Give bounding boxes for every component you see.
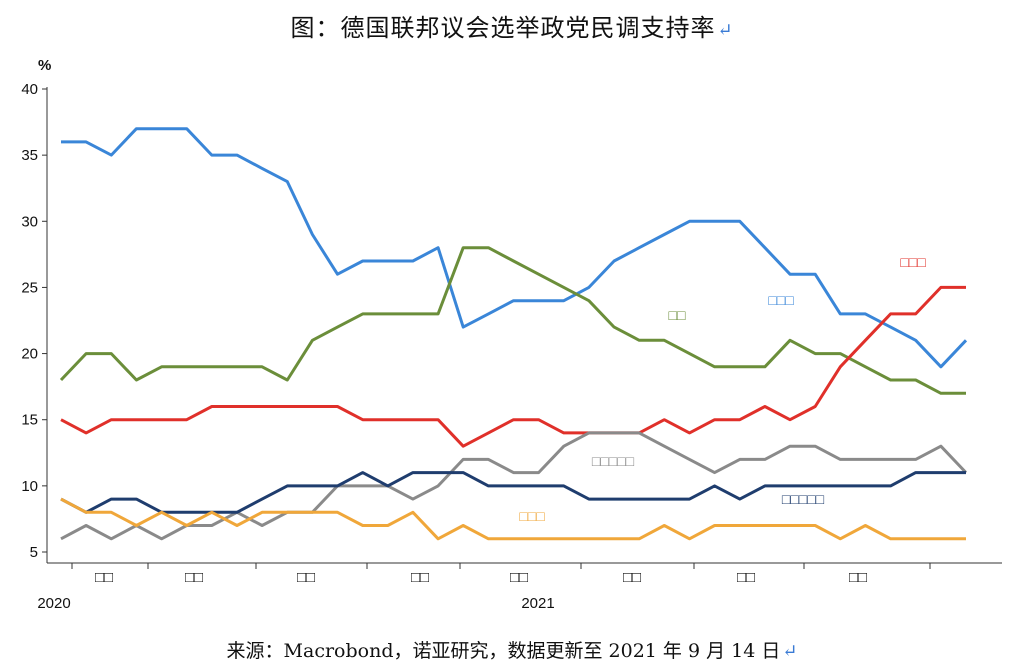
y-tick-label: 15 (21, 412, 38, 429)
y-tick-label: 25 (21, 279, 38, 296)
x-tick-label: □□ (95, 569, 113, 586)
x-tick-label: □□ (623, 569, 641, 586)
series-label: □□□ (900, 254, 926, 270)
series-label: □□□□□ (592, 453, 635, 469)
series-line (61, 127, 968, 369)
y-tick-label: 10 (21, 478, 38, 495)
y-tick-label: 5 (30, 544, 38, 561)
y-tick-label: 30 (21, 213, 38, 230)
y-tick-label: 20 (21, 346, 38, 363)
return-arrow-icon: ↵ (782, 641, 798, 662)
series-line (60, 285, 966, 448)
x-tick-label: □□ (510, 569, 528, 586)
series-line (60, 431, 968, 541)
y-axis-unit: % (38, 57, 51, 74)
chart-title: 图：德国联邦议会选举政党民调支持率 ↵ (290, 14, 734, 42)
return-arrow-icon: ↵ (717, 20, 734, 41)
series-line (60, 471, 966, 514)
x-tick-label: □□ (297, 569, 315, 586)
y-tick-label: 35 (21, 147, 38, 164)
series-label: □□□ (768, 292, 794, 308)
series-label: □□□□□ (782, 491, 825, 507)
y-tick-label: 40 (21, 81, 38, 98)
year-label-2020: 2020 (37, 595, 70, 612)
x-tick-label: □□ (411, 569, 429, 586)
source-note: 来源：Macrobond，诺亚研究，数据更新至 2021 年 9 月 14 日 ↵ (226, 640, 798, 662)
series-line (59, 246, 966, 395)
series-label: □□ (669, 307, 686, 323)
series-line (60, 497, 966, 541)
x-tick-label: □□ (737, 569, 755, 586)
x-tick-label: □□ (185, 569, 203, 586)
series-label: □□□ (519, 508, 545, 524)
year-label-2021: 2021 (521, 595, 554, 612)
x-tick-label: □□ (849, 569, 867, 586)
